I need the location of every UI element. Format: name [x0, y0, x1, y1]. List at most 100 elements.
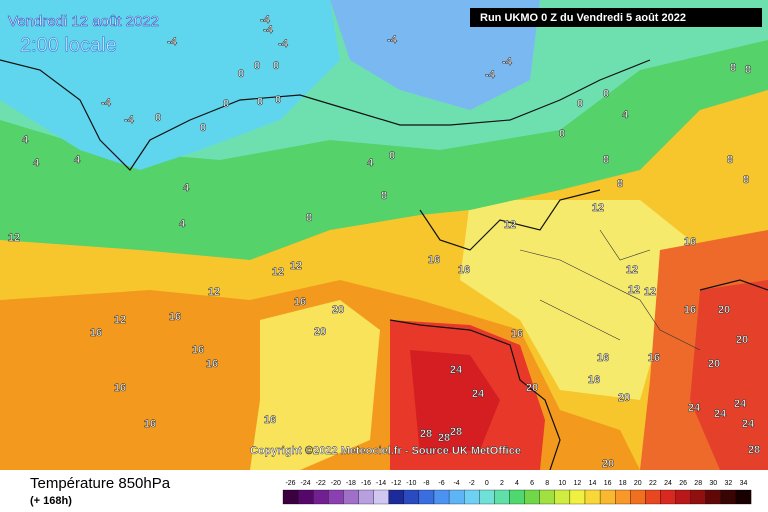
- coastline: [699, 279, 768, 291]
- contour-label: 20: [618, 392, 630, 404]
- contour-label: 12: [208, 286, 220, 298]
- legend-swatch: [313, 489, 329, 505]
- legend-tick-label: 32: [725, 480, 733, 487]
- map: [0, 0, 768, 471]
- contour-label: 16: [90, 327, 102, 339]
- contour-label: 28: [450, 426, 462, 438]
- contour-label: 4: [22, 134, 29, 146]
- contour-label: -4: [167, 36, 178, 48]
- zone-blue: [330, 0, 540, 110]
- contour-label: 8: [730, 62, 736, 74]
- contour-label: 24: [472, 388, 485, 400]
- zone-red-east: [690, 280, 768, 470]
- legend-swatch: [494, 489, 510, 505]
- contour-label: 0: [200, 122, 206, 134]
- legend-tick-label: -16: [361, 480, 371, 487]
- contour-label: 28: [438, 432, 450, 444]
- zone-lightyellow: [460, 200, 690, 400]
- legend-tick-label: 6: [530, 480, 534, 487]
- run-box: [470, 8, 762, 27]
- contour-label: 0: [275, 94, 281, 106]
- contour-label: 8: [745, 64, 751, 76]
- legend-tick-label: -4: [453, 480, 459, 487]
- legend-tick-label: -6: [438, 480, 444, 487]
- contour-label: -4: [101, 97, 112, 109]
- contour-label: 20: [314, 326, 326, 338]
- legend-tick-label: 28: [694, 480, 702, 487]
- contour-label: 24: [450, 364, 463, 376]
- legend-tick-label: 20: [634, 480, 642, 487]
- legend-swatch: [660, 489, 676, 505]
- zone-cyan: [0, 0, 340, 170]
- borders: [519, 229, 701, 351]
- contour-label: 8: [727, 154, 733, 166]
- legend-tick-label: 26: [679, 480, 687, 487]
- contour-label: 24: [734, 398, 747, 410]
- contour-label: 12: [8, 232, 20, 244]
- legend-swatch: [464, 489, 480, 505]
- legend-swatch: [448, 489, 465, 505]
- contour-label: 0: [254, 60, 260, 72]
- legend-tick-label: -24: [301, 480, 311, 487]
- zone-yellow2: [250, 300, 380, 470]
- legend-tick-label: 12: [574, 480, 582, 487]
- contour-label: 20: [332, 304, 344, 316]
- contour-label: 12: [644, 286, 656, 298]
- legend-tick-label: 24: [664, 480, 672, 487]
- contour-label: 20: [736, 334, 748, 346]
- legend-tick-label: 8: [545, 480, 549, 487]
- legend-tick-label: -14: [376, 480, 386, 487]
- legend-tick-label: -20: [331, 480, 341, 487]
- contour-label: 12: [272, 266, 284, 278]
- legend-swatch: [297, 489, 314, 505]
- contour-label: 20: [718, 304, 730, 316]
- legend-swatch: [418, 489, 435, 505]
- coastline: [389, 319, 561, 471]
- contour-label: 4: [367, 157, 374, 169]
- contour-label: 4: [183, 182, 190, 194]
- legend-swatch: [735, 489, 752, 505]
- legend-tick-label: -18: [346, 480, 356, 487]
- legend-tick-label: -22: [316, 480, 326, 487]
- contour-label: 12: [628, 284, 640, 296]
- contour-label: 0: [603, 88, 609, 100]
- coastline: [0, 59, 651, 171]
- legend-tick-label: 10: [558, 480, 566, 487]
- contour-label: 16: [648, 352, 660, 364]
- zone-darkred: [410, 350, 500, 455]
- contour-label: 8: [617, 178, 623, 190]
- legend-swatch: [479, 489, 495, 505]
- copyright: Copyright ©2022 Meteociel.fr - Source UK…: [250, 445, 521, 457]
- contour-label: -4: [124, 114, 135, 126]
- legend-tick-label: 22: [649, 480, 657, 487]
- contour-label: -4: [387, 34, 398, 46]
- legend-swatch: [358, 489, 374, 505]
- legend-swatch: [645, 489, 661, 505]
- contour-label: 4: [74, 154, 81, 166]
- legend-swatch: [343, 489, 359, 505]
- legend-swatch: [373, 489, 389, 505]
- contour-label: 12: [592, 202, 604, 214]
- footer-title: Température 850hPa: [30, 475, 171, 492]
- legend-swatch: [675, 489, 691, 505]
- contour-label: 20: [602, 458, 614, 470]
- contour-label: 16: [114, 382, 126, 394]
- contour-label: 16: [144, 418, 156, 430]
- contour-label: 28: [748, 444, 760, 456]
- legend-swatch: [630, 489, 646, 505]
- contour-label: -4: [502, 56, 513, 68]
- legend-swatch: [554, 489, 571, 505]
- contour-label: 0: [273, 60, 279, 72]
- legend-swatch: [720, 489, 737, 505]
- contour-label: 16: [428, 254, 440, 266]
- date-text: Vendredi 12 août 2022: [8, 13, 159, 30]
- contour-label: 0: [238, 68, 244, 80]
- contour-label: 12: [504, 219, 516, 231]
- contour-label: 16: [264, 414, 276, 426]
- legend-tick-label: 4: [515, 480, 519, 487]
- contour-label: 16: [684, 304, 696, 316]
- contour-label: 16: [511, 328, 523, 340]
- legend-tick-label: 2: [500, 480, 504, 487]
